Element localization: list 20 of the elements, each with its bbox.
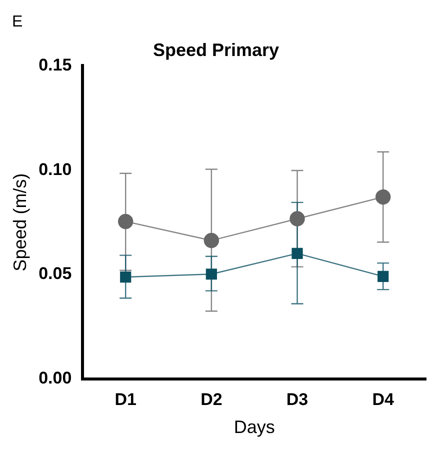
point (204, 232, 220, 248)
y-axis-title: Speed (m/s) (10, 173, 30, 272)
chart-title: Speed Primary (152, 40, 280, 60)
point (120, 271, 132, 283)
point (375, 189, 391, 205)
y-tick-label: 0.05 (38, 264, 72, 284)
x-axis-title: Days (234, 417, 275, 438)
point (378, 270, 389, 282)
x-tick-label: D1 (114, 390, 136, 409)
x-tick-label: D2 (200, 390, 222, 409)
x-tick-label: D4 (372, 390, 394, 409)
x-tick-label: D3 (286, 390, 308, 409)
point (292, 248, 303, 259)
y-tick-label: 0.15 (38, 55, 72, 74)
y-tick-label: 0.00 (38, 368, 72, 388)
y-tick-label: 0.10 (38, 160, 72, 179)
point (118, 214, 134, 230)
point (290, 211, 305, 226)
point (206, 268, 217, 280)
text: E (12, 13, 23, 30)
